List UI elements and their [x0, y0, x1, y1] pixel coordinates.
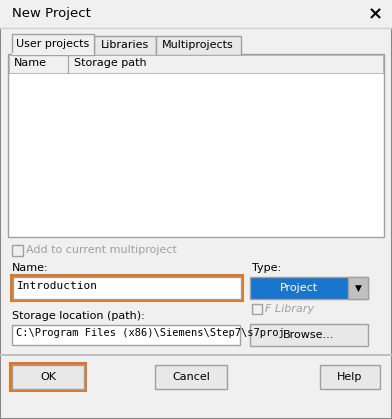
- Text: F Library: F Library: [265, 304, 314, 314]
- Text: Introduction: Introduction: [17, 281, 98, 291]
- Text: Browse...: Browse...: [283, 330, 335, 340]
- Text: Add to current multiproject: Add to current multiproject: [26, 245, 177, 255]
- Bar: [156, 36, 241, 55]
- Bar: [250, 277, 368, 299]
- Text: Help: Help: [337, 372, 363, 382]
- Text: OK: OK: [40, 372, 56, 382]
- Text: ×: ×: [367, 5, 383, 23]
- Text: New Project: New Project: [12, 8, 91, 21]
- Bar: [94, 36, 156, 55]
- Bar: [320, 365, 380, 389]
- Bar: [250, 324, 368, 346]
- Text: Type:: Type:: [252, 263, 281, 273]
- Bar: [8, 54, 384, 237]
- Bar: [0, 0, 392, 28]
- Text: Project: Project: [280, 283, 318, 293]
- Text: Name:: Name:: [12, 263, 49, 273]
- Text: User projects: User projects: [16, 39, 90, 49]
- Text: Cancel: Cancel: [172, 372, 210, 382]
- Text: C:\Program Files (x86)\Siemens\Step7\s7proj: C:\Program Files (x86)\Siemens\Step7\s7p…: [16, 328, 285, 338]
- Bar: [12, 365, 84, 389]
- Bar: [252, 304, 262, 314]
- Bar: [10, 274, 244, 302]
- Bar: [348, 277, 368, 299]
- Bar: [12, 245, 23, 256]
- Text: ▼: ▼: [354, 284, 361, 292]
- Bar: [13, 277, 241, 299]
- Bar: [155, 365, 227, 389]
- Text: Storage path: Storage path: [74, 58, 147, 68]
- Text: Libraries: Libraries: [101, 40, 149, 50]
- Bar: [12, 34, 94, 55]
- Text: Multiprojects: Multiprojects: [162, 40, 234, 50]
- Bar: [12, 325, 240, 345]
- Text: Name: Name: [14, 58, 47, 68]
- Bar: [9, 362, 87, 392]
- Bar: [9, 55, 383, 73]
- Text: Storage location (path):: Storage location (path):: [12, 311, 145, 321]
